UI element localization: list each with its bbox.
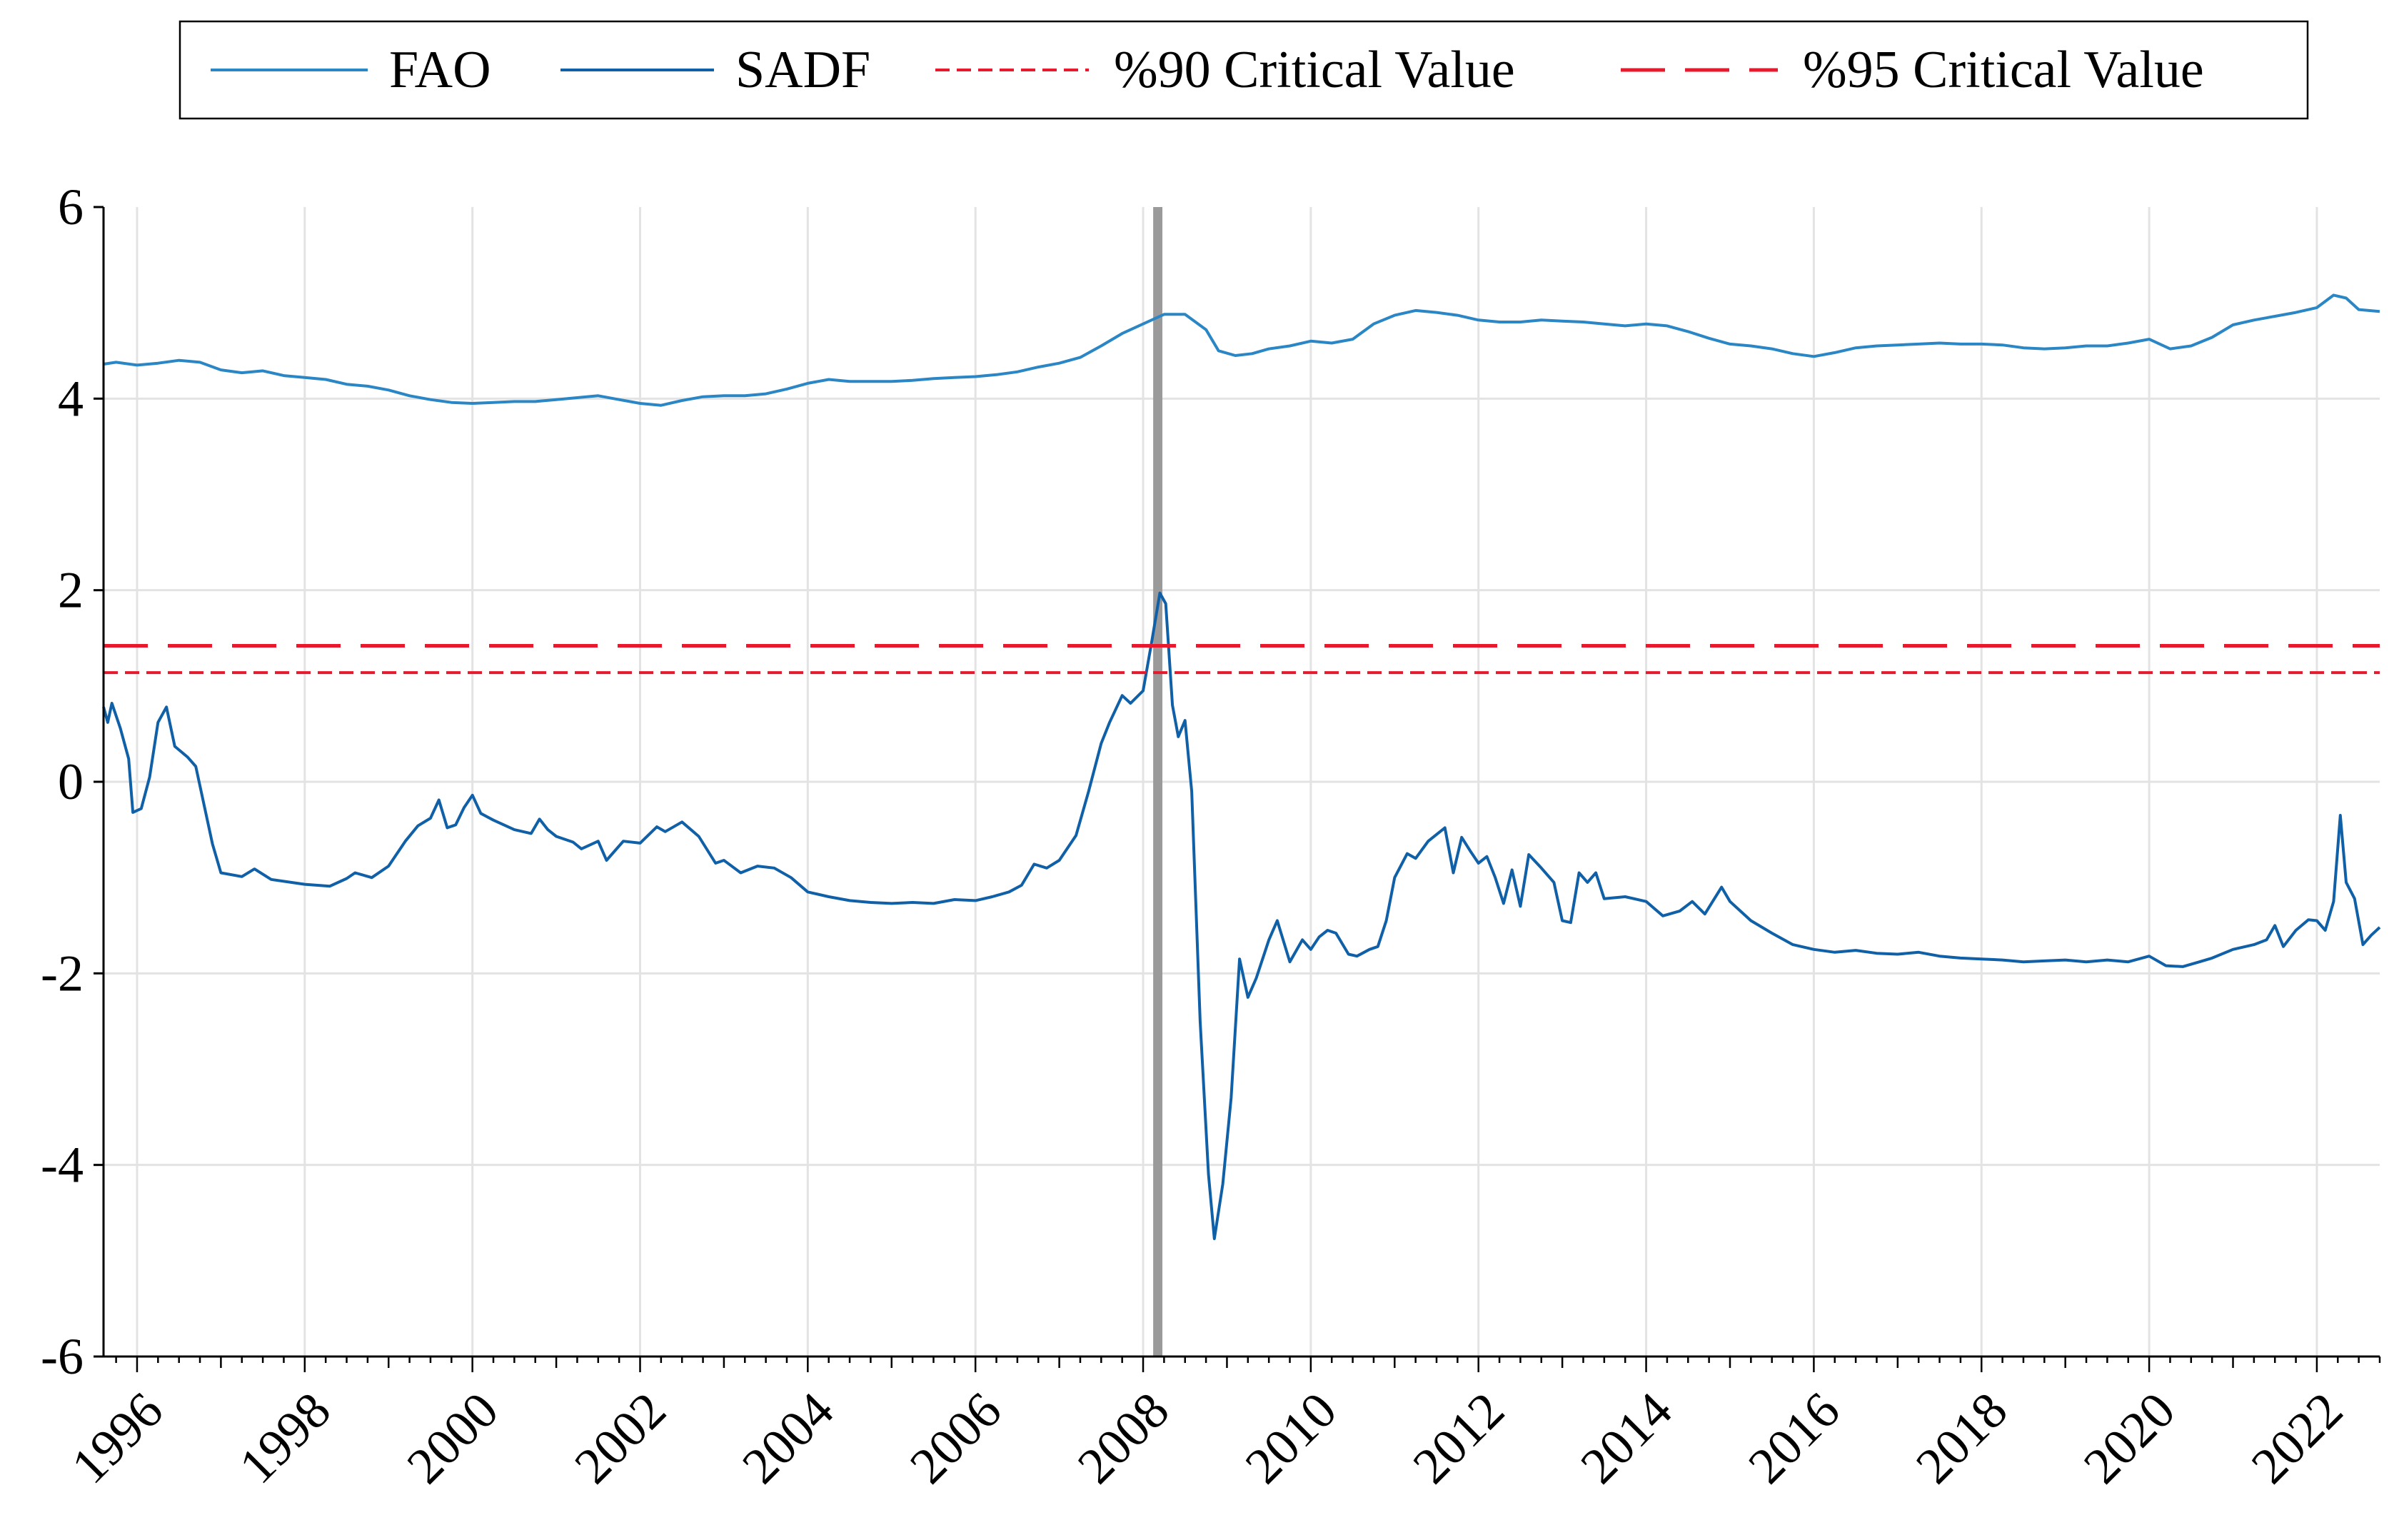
legend-label-sadf: SADF (735, 41, 870, 99)
legend-entry-sadf: SADF (560, 41, 870, 99)
y-tick-label: -6 (41, 1328, 84, 1385)
legend-entry-cv95: %95 Critical Value (1621, 41, 2204, 99)
y-tick-label: -2 (41, 945, 84, 1002)
legend-label-fao: FAO (389, 41, 491, 99)
y-tick-label: 2 (58, 562, 84, 619)
legend-entry-fao: FAO (211, 41, 491, 99)
legend-label-cv90: %90 Critical Value (1114, 41, 1515, 99)
y-tick-label: 0 (58, 753, 84, 810)
legend-entry-cv90: %90 Critical Value (935, 41, 1515, 99)
y-tick-label: 4 (58, 370, 84, 427)
highlight-band (1153, 207, 1163, 1357)
series-lines (102, 293, 2381, 1240)
legend: FAO SADF %90 Critical Value %95 Critical… (178, 20, 2309, 120)
explosive-period-band (1153, 207, 1163, 1357)
legend-label-cv95: %95 Critical Value (1803, 41, 2204, 99)
gridlines (104, 207, 2380, 1357)
series-line-fao (103, 293, 2380, 407)
series-line-sadf (102, 591, 2381, 1240)
y-tick-label: -4 (41, 1137, 84, 1194)
y-tick-label: 6 (58, 178, 84, 236)
